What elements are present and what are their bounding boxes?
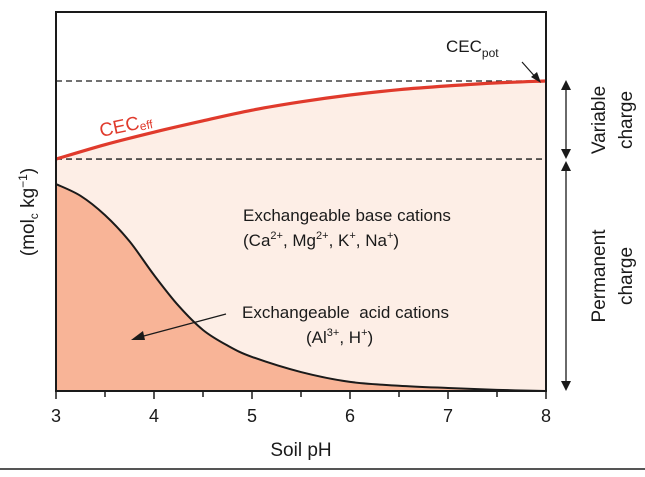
x-tick-label: 6 <box>345 406 355 426</box>
permanent-charge-text: Permanent charge <box>589 229 637 323</box>
acid-cations-arrowhead <box>131 331 145 340</box>
cec-pot-label: CECpot <box>446 37 499 60</box>
x-axis-ticks: 3 4 5 6 7 8 <box>51 391 551 426</box>
x-tick-label: 8 <box>541 406 551 426</box>
acid-cations-curve <box>55 183 547 392</box>
x-tick-label: 5 <box>247 406 257 426</box>
svg-text:Variable: Variable <box>589 86 610 154</box>
x-tick-label: 3 <box>51 406 61 426</box>
base-cations-title: Exchangeable base cations <box>243 206 451 225</box>
svg-text:charge: charge <box>616 247 637 305</box>
acid-cations-title: Exchangeable acid cations <box>242 303 449 322</box>
cec-eff-curve <box>55 79 547 161</box>
x-tick-label: 4 <box>149 406 159 426</box>
cec-pot-arrowhead <box>531 72 541 83</box>
svg-text:charge: charge <box>616 91 637 149</box>
x-axis-label: Soil pH <box>270 440 331 461</box>
acid-cations-arrow <box>139 313 227 338</box>
variable-charge-text: Variable charge <box>589 86 637 154</box>
y-axis-label: (molc kg−1) <box>16 168 41 256</box>
permanent-charge-arrow <box>561 161 571 391</box>
x-tick-label: 7 <box>443 406 453 426</box>
acid-cations-ions: (Al3+, H+) <box>306 327 373 347</box>
variable-charge-arrow <box>561 80 571 159</box>
acid-cations-area <box>56 184 546 391</box>
svg-text:Permanent: Permanent <box>589 229 610 323</box>
base-cations-ions: (Ca2+, Mg2+, K+, Na+) <box>243 230 399 250</box>
